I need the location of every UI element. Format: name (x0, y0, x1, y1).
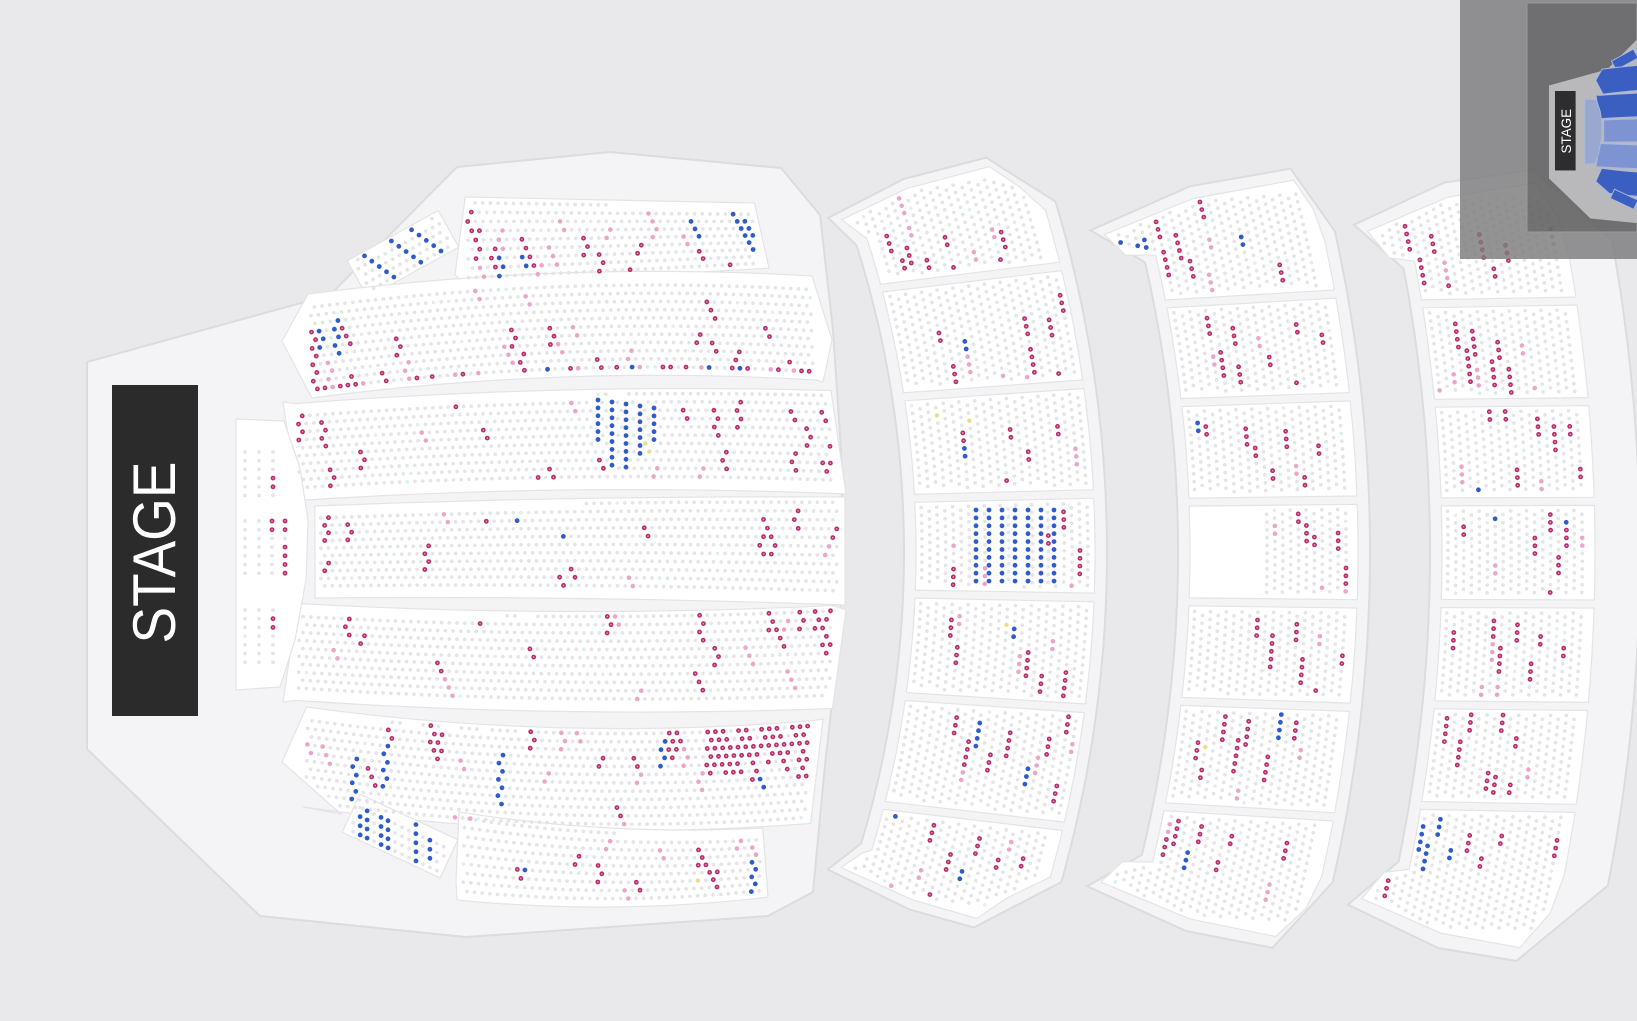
svg-text:STAGE: STAGE (121, 462, 188, 644)
svg-text:STAGE: STAGE (1559, 109, 1574, 154)
